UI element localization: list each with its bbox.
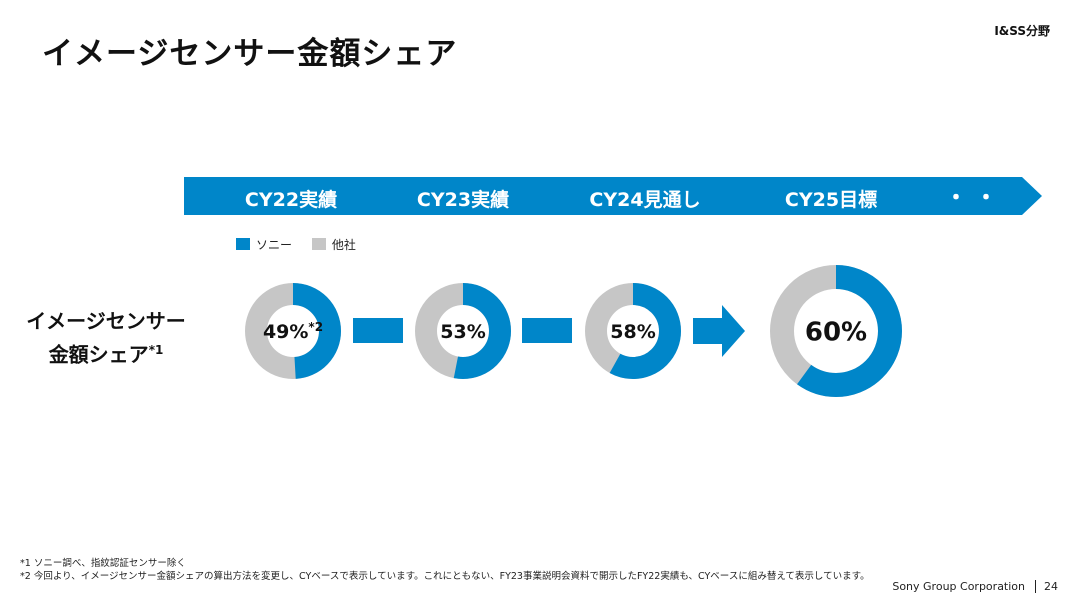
page-number: 24 — [1044, 580, 1058, 593]
donut-sony-slice-1 — [245, 283, 341, 379]
row-label-note: *1 — [148, 343, 164, 357]
period-cy22: CY22実績 — [244, 189, 338, 211]
donut-sony-slice-3 — [585, 283, 681, 379]
connector-bar-1 — [353, 318, 403, 343]
legend-label-sony: ソニー — [256, 238, 293, 252]
donut-value-note: *2 — [308, 320, 323, 334]
donut-sony-slice-2 — [415, 283, 511, 379]
row-label-line1: イメージセンサー — [26, 309, 186, 333]
legend-item-others: 他社 — [311, 236, 356, 253]
footer-company: Sony Group Corporation — [892, 580, 1036, 593]
donut-value-label-3: 58% — [610, 321, 655, 343]
donut-value-label-1: 49%*2 — [263, 320, 323, 343]
row-label-line2: 金額シェア — [48, 342, 149, 367]
connector-arrow — [693, 305, 745, 357]
footnote-2: *2 今回より、イメージセンサー金額シェアの算出方法を変更し、CYベースで表示し… — [20, 571, 870, 582]
legend: ソニー 他社 — [236, 236, 372, 253]
legend-swatch-others — [311, 238, 326, 250]
period-cy23: CY23実績 — [416, 189, 510, 211]
row-label: イメージセンサー 金額シェア*1 — [10, 307, 202, 370]
timeline-ellipsis: ・・ — [945, 186, 1006, 211]
connector-bar-2 — [522, 318, 572, 343]
legend-item-sony: ソニー — [236, 236, 292, 253]
legend-label-others: 他社 — [331, 238, 356, 252]
division-label: I&SS分野 — [994, 24, 1050, 38]
period-cy25: CY25目標 — [784, 189, 878, 211]
page-title: イメージセンサー金額シェア — [42, 36, 458, 72]
donut-value-label-2: 53% — [440, 321, 485, 343]
donut-value-label-4: 60% — [805, 317, 867, 347]
footnotes: *1 ソニー調べ、指紋認証センサー除く *2 今回より、イメージセンサー金額シェ… — [20, 557, 870, 583]
donut-sony-slice-4 — [770, 265, 902, 397]
period-cy24: CY24見通し — [589, 189, 701, 211]
footnote-1: *1 ソニー調べ、指紋認証センサー除く — [20, 558, 186, 569]
footer: Sony Group Corporation 24 — [892, 580, 1058, 593]
legend-swatch-sony — [236, 238, 250, 250]
